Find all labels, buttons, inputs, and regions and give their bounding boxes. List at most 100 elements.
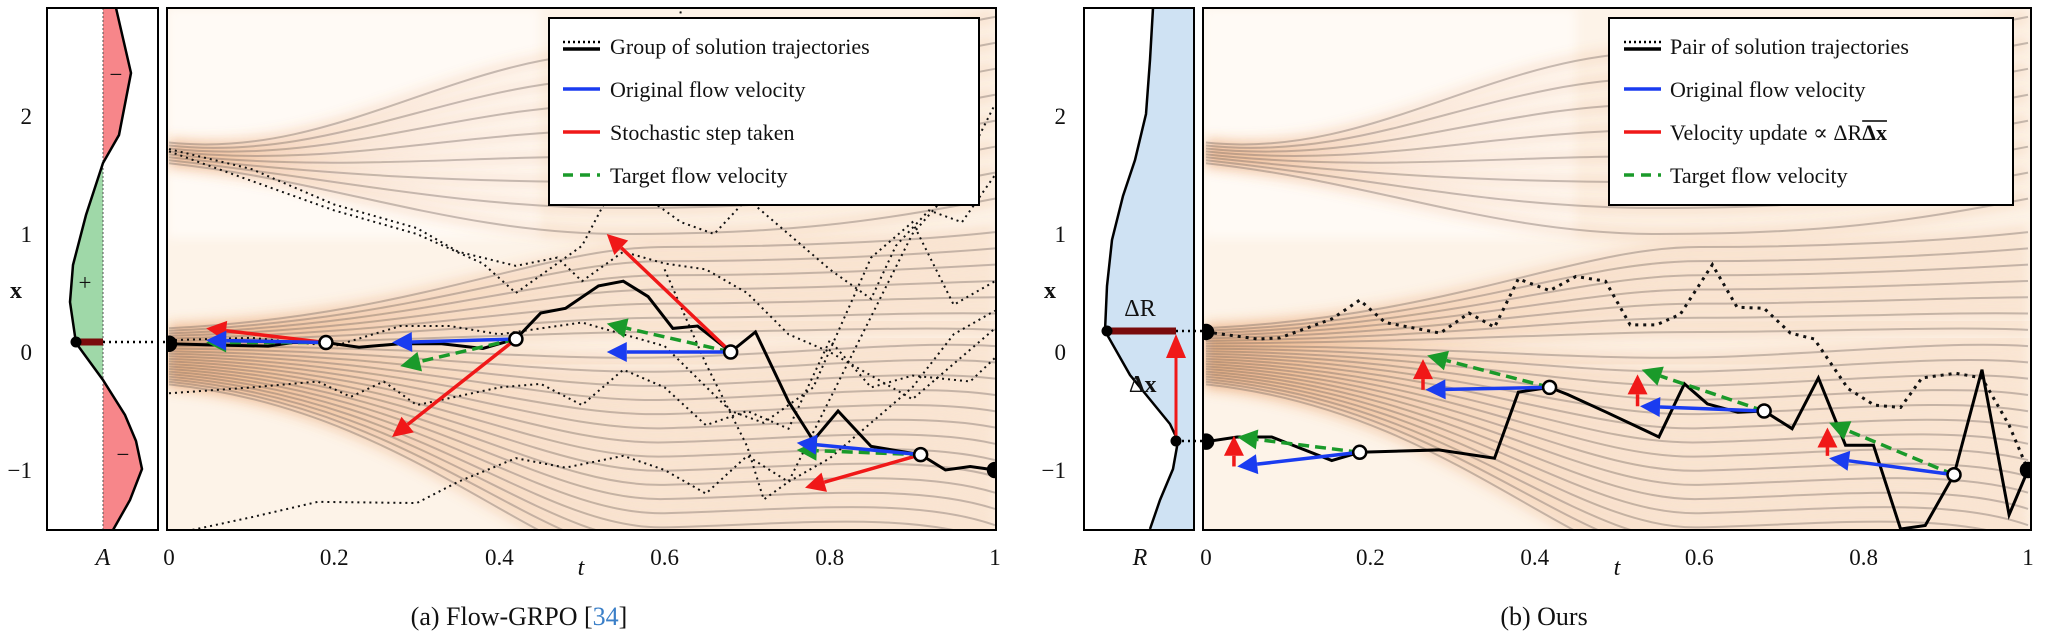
side-plot-frame bbox=[46, 7, 159, 531]
green-velocity-arrow bbox=[1237, 429, 1360, 455]
blue-arrow-shaft bbox=[816, 443, 921, 457]
blue-velocity-arrow bbox=[1425, 379, 1550, 400]
flow-line bbox=[168, 162, 996, 236]
flow-line bbox=[168, 231, 996, 330]
legend-label: Target flow velocity bbox=[1670, 163, 1848, 188]
t-tick-label: 0 bbox=[163, 545, 175, 570]
legend-label: Stochastic step taken bbox=[610, 120, 795, 145]
green-arrow-shaft bbox=[1846, 428, 1955, 477]
t-tick-label: 0.8 bbox=[1849, 545, 1878, 570]
legend-b: Pair of solution trajectories Original fl… bbox=[1608, 17, 2014, 206]
reward-side-plot: ΔR Δx R bbox=[1083, 7, 1206, 571]
flow-line bbox=[1205, 378, 1634, 530]
blue-velocity-arrow bbox=[1829, 450, 1955, 477]
y-axis-a: 2 1 0 −1 bbox=[8, 104, 32, 483]
x-tick-label: 1 bbox=[21, 222, 33, 247]
flow-line bbox=[168, 312, 996, 343]
flow-line bbox=[1205, 312, 2029, 343]
green-arrowhead bbox=[606, 318, 629, 338]
trajectory-node bbox=[722, 344, 739, 360]
flow-line bbox=[168, 360, 996, 445]
flow-line bbox=[168, 355, 996, 416]
red-velocity-arrow bbox=[1627, 374, 1648, 407]
blue-velocity-arrow bbox=[606, 342, 731, 362]
trajectory-node bbox=[1946, 466, 1962, 483]
blue-arrow-shaft bbox=[1256, 450, 1360, 466]
t-tick-label: 0.8 bbox=[815, 545, 844, 570]
flow-line bbox=[1205, 380, 1601, 530]
flow-line bbox=[1205, 247, 2029, 332]
green-arrow-shaft bbox=[625, 326, 732, 354]
blue-arrowhead bbox=[606, 342, 627, 362]
y-axis-label-b: x bbox=[1044, 278, 1056, 304]
legend-box bbox=[548, 17, 980, 206]
red-velocity-arrow bbox=[1223, 435, 1244, 467]
flow-line bbox=[1205, 162, 2029, 236]
negative-advantage-region bbox=[103, 8, 142, 530]
blue-arrow-shaft bbox=[226, 338, 326, 345]
caption-bracket: ] bbox=[619, 602, 628, 631]
legend-item: Pair of solution trajectories bbox=[1624, 34, 1909, 59]
x-tick-label: 2 bbox=[21, 104, 33, 129]
panel-a: − + − A 2 1 0 −1 x 0 0.2 0.4 0.6 0.8 1 t Group o… bbox=[8, 7, 1001, 631]
flow-line bbox=[168, 279, 996, 337]
red-arrowhead bbox=[1413, 359, 1434, 380]
t-tick-label: 0.4 bbox=[485, 545, 514, 570]
trajectory-endpoint bbox=[1203, 433, 1215, 450]
flow-line bbox=[168, 365, 996, 478]
green-arrowhead bbox=[1427, 350, 1449, 371]
t-tick-label: 0.4 bbox=[1520, 545, 1549, 570]
red-velocity-arrow bbox=[1413, 359, 1434, 390]
legend-item: Stochastic step taken bbox=[563, 120, 795, 145]
flow-line bbox=[168, 378, 600, 530]
t-tick-label: 0.6 bbox=[1685, 545, 1714, 570]
flow-line bbox=[168, 368, 996, 494]
y-axis-label-a: x bbox=[10, 278, 22, 304]
flow-line bbox=[168, 383, 541, 530]
red-velocity-arrow bbox=[606, 234, 732, 354]
side-axis-label-b: R bbox=[1132, 545, 1148, 571]
caption-text: (a) Flow-GRPO [ bbox=[411, 602, 593, 631]
advantage-side-plot: − + − A bbox=[46, 7, 159, 571]
dotted-trajectory bbox=[168, 220, 996, 424]
red-arrowhead bbox=[392, 416, 414, 437]
caption-a: (a) Flow-GRPO [34] bbox=[411, 602, 628, 631]
trajectory-node bbox=[318, 334, 334, 351]
legend-label: Target flow velocity bbox=[610, 163, 788, 188]
red-arrowhead bbox=[1223, 435, 1244, 456]
green-velocity-arrow bbox=[1427, 350, 1551, 390]
flow-line bbox=[168, 247, 996, 332]
red-velocity-arrow bbox=[392, 337, 518, 437]
advantage-point bbox=[70, 336, 82, 348]
flow-line bbox=[168, 373, 996, 527]
green-arrowhead bbox=[1829, 421, 1852, 440]
sign-negative-top: − bbox=[110, 62, 123, 87]
blue-arrowhead bbox=[1829, 450, 1851, 471]
t-tick-label: 0 bbox=[1200, 545, 1212, 570]
density-band bbox=[168, 224, 996, 337]
red-arrowhead bbox=[1627, 374, 1648, 395]
flow-line bbox=[168, 357, 996, 430]
flow-line bbox=[168, 352, 996, 402]
flow-line bbox=[1205, 357, 2029, 430]
flow-line bbox=[168, 296, 996, 340]
x-tick-label: −1 bbox=[8, 458, 32, 483]
legend-label: Original flow velocity bbox=[1670, 77, 1866, 102]
green-velocity-arrow bbox=[606, 318, 732, 354]
blue-arrow-shaft bbox=[1848, 459, 1955, 477]
flow-line bbox=[168, 350, 996, 387]
flow-line bbox=[1205, 370, 2029, 510]
flow-line bbox=[1205, 343, 2029, 359]
t-tick-label: 0.6 bbox=[650, 545, 679, 570]
flow-line bbox=[1205, 373, 2029, 527]
density-band bbox=[168, 336, 996, 366]
density-band bbox=[1205, 336, 2029, 366]
flow-line bbox=[168, 375, 959, 530]
trajectory-node bbox=[1756, 403, 1772, 419]
plot-frame-a bbox=[166, 7, 997, 531]
blue-arrow-shaft bbox=[411, 337, 516, 344]
x-tick-label: 0 bbox=[21, 340, 33, 365]
citation-link[interactable]: 34 bbox=[593, 602, 619, 631]
flow-line bbox=[168, 380, 566, 530]
legend-item: Velocity update ∝ ΔRΔx bbox=[1624, 120, 1887, 145]
